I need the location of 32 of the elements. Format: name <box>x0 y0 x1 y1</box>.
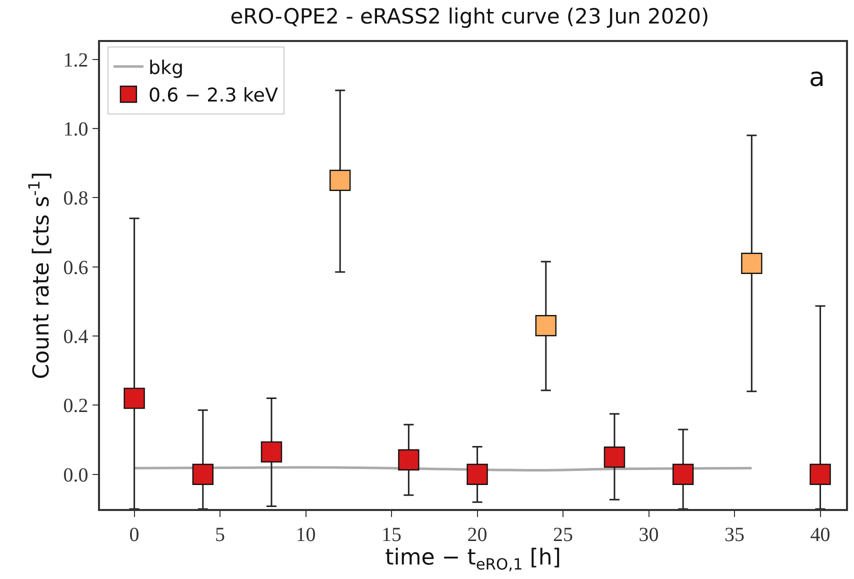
point <box>810 464 831 486</box>
point <box>672 464 694 486</box>
annotation: a <box>809 63 825 93</box>
y-tick-label: 1.2 <box>63 49 88 72</box>
x-tick-label: 0 <box>129 524 140 546</box>
point <box>329 170 351 191</box>
y-tick-label: 0.6 <box>63 256 88 279</box>
x-tick-label: 25 <box>553 524 574 546</box>
legend-label: bkg <box>148 56 184 79</box>
x-axis-title: time − t$_{eRO,1}$ [h] <box>385 546 561 574</box>
point <box>192 464 214 486</box>
y-tick-label: 0.8 <box>63 188 88 210</box>
x-tick-label: 30 <box>638 524 659 546</box>
y-tick-label: 1.0 <box>63 118 88 140</box>
point <box>604 446 626 468</box>
y-tick-label: 0.2 <box>63 395 88 418</box>
point <box>466 464 488 486</box>
point <box>398 449 420 470</box>
point <box>741 252 762 274</box>
point <box>124 388 145 409</box>
point <box>260 441 282 463</box>
x-tick-label: 10 <box>296 524 316 546</box>
x-tick-label: 15 <box>382 524 402 546</box>
legend-label: 0.6 − 2.3 keV <box>148 84 278 107</box>
x-tick-label: 5 <box>215 524 226 546</box>
point <box>535 315 556 336</box>
x-tick-label: 20 <box>467 524 488 546</box>
x-tick-label: 40 <box>810 524 830 546</box>
x-tick-label: 35 <box>724 524 745 546</box>
y-tick-label: 0.4 <box>63 326 88 348</box>
y-tick-label: 0.0 <box>63 464 88 486</box>
chart-title: eRO-QPE2 - eRASS2 light curve (23 Jun 2020) <box>230 4 710 28</box>
